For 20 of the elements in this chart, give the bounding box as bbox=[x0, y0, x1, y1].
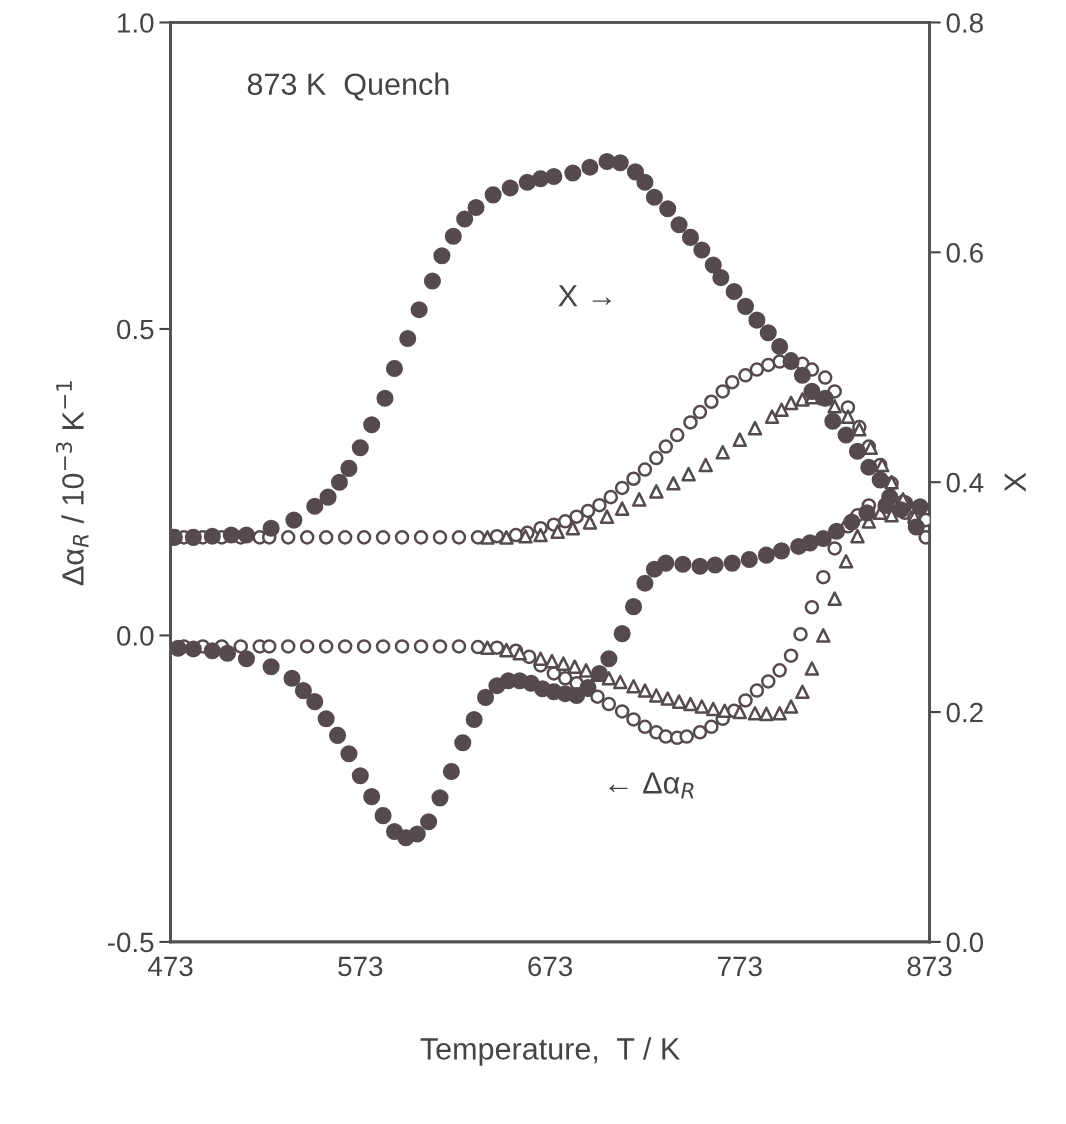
y-axis-title: Δα$_{R}$ / 10$^{−3}$ K$^{−1}$ bbox=[55, 381, 89, 586]
x-tick-label: 573 bbox=[338, 956, 383, 977]
y2-tick-label: 0.4 bbox=[946, 472, 984, 493]
y2-tick-label: 0.6 bbox=[946, 243, 983, 263]
x-tick-label: 673 bbox=[528, 956, 573, 977]
y2-tick-label: 0.0 bbox=[946, 932, 984, 953]
x-tick-label: 773 bbox=[718, 956, 762, 977]
y-tick-label: 0.0 bbox=[117, 626, 154, 646]
y-tick-label: 0.5 bbox=[117, 319, 154, 340]
x-tick-label: 873 bbox=[907, 956, 952, 977]
y-tick-label: 1.0 bbox=[118, 13, 154, 33]
annotation: X → bbox=[558, 285, 611, 307]
annotation: ← Δα$_{R}$ bbox=[609, 772, 694, 799]
y-tick-label: -0.5 bbox=[107, 932, 154, 953]
y2-tick-label: 0.8 bbox=[946, 13, 983, 33]
y2-axis-title: X bbox=[1004, 472, 1026, 492]
x-tick-label: 473 bbox=[148, 956, 193, 977]
y2-tick-label: 0.2 bbox=[946, 702, 983, 723]
annotation: 873 K Quench bbox=[247, 72, 449, 101]
x-axis-title: Temperature, T / K bbox=[420, 1037, 680, 1066]
